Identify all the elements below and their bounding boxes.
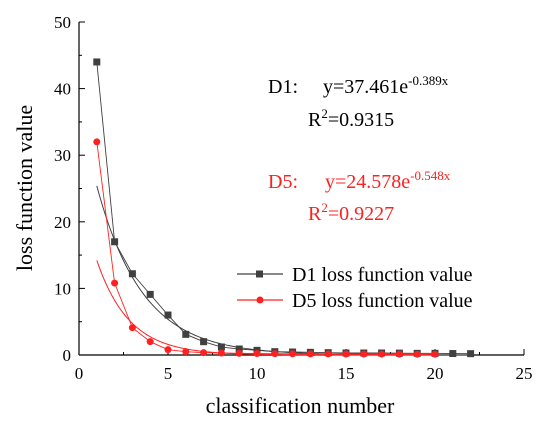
- d5-data-point: [289, 350, 297, 358]
- d5-r-squared: R2=0.9227: [308, 200, 394, 225]
- x-tick-label: 5: [164, 364, 173, 383]
- d1-data-point: [235, 345, 243, 353]
- d1-data-point: [93, 58, 101, 66]
- d1-data-point: [449, 350, 457, 358]
- d5-data-point: [253, 350, 261, 358]
- y-tick-label: 20: [54, 213, 71, 232]
- x-tick-label: 0: [75, 364, 84, 383]
- d1-data-point: [111, 238, 119, 246]
- d1-equation-annotation: D1: y=37.461e-0.389x R2=0.9315: [268, 73, 449, 131]
- d1-legend-marker: [256, 270, 263, 278]
- d5-data-point: [182, 348, 190, 356]
- x-tick-label: 15: [338, 364, 355, 383]
- d5-data-point: [271, 350, 279, 358]
- d5-data-point: [128, 324, 136, 332]
- d1-data-point: [164, 311, 172, 319]
- d5-data-point: [111, 279, 119, 287]
- y-tick-label: 0: [63, 346, 72, 365]
- d5-legend-label: D5 loss function value: [292, 290, 473, 312]
- data-series: [93, 58, 475, 358]
- y-tick-label: 30: [54, 146, 71, 165]
- d5-data-point: [217, 349, 225, 357]
- d1-data-point: [200, 338, 208, 346]
- x-tick-label: 10: [249, 364, 266, 383]
- d5-data-point: [146, 338, 154, 346]
- d1-equation: y=37.461e-0.389x: [323, 73, 449, 98]
- d1-data-point: [217, 343, 225, 351]
- d1-series-line: [96, 61, 471, 355]
- d5-data-point: [360, 350, 368, 358]
- d5-equation-label: D5:: [268, 171, 298, 193]
- d5-legend-marker: [256, 296, 264, 304]
- axes: 0 5 10 15 20 25 0 10 20 30 40 50: [54, 13, 533, 383]
- x-tick-label: 20: [427, 364, 444, 383]
- d1-legend-label: D1 loss function value: [292, 264, 473, 286]
- d5-data-point: [93, 138, 101, 146]
- d5-data-point: [395, 350, 403, 358]
- d1-equation-label: D1:: [268, 76, 298, 98]
- d5-data-point: [306, 350, 314, 358]
- y-tick-label: 40: [54, 80, 71, 99]
- d1-data-point: [146, 290, 154, 298]
- d1-data-point: [128, 270, 136, 278]
- d5-data-point: [431, 350, 439, 358]
- d5-data-point: [235, 349, 243, 357]
- d1-r-squared: R2=0.9315: [308, 106, 394, 131]
- legend: D1 loss function value D5 loss function v…: [237, 264, 473, 312]
- d5-data-point: [324, 350, 332, 358]
- x-axis-title: classification number: [206, 393, 395, 418]
- d5-equation: y=24.578e-0.548x: [325, 168, 451, 193]
- d5-data-point: [413, 350, 421, 358]
- y-axis-title: loss function value: [12, 105, 37, 271]
- d1-data-point: [182, 330, 190, 338]
- d1-data-point: [467, 350, 475, 358]
- d5-data-point: [342, 350, 350, 358]
- y-tick-label: 10: [54, 279, 71, 298]
- d5-equation-annotation: D5: y=24.578e-0.548x R2=0.9227: [268, 168, 451, 225]
- y-tick-label: 50: [54, 13, 71, 32]
- d5-data-point: [164, 346, 172, 354]
- d5-data-point: [200, 349, 208, 357]
- d5-data-point: [378, 350, 386, 358]
- x-tick-label: 25: [516, 364, 533, 383]
